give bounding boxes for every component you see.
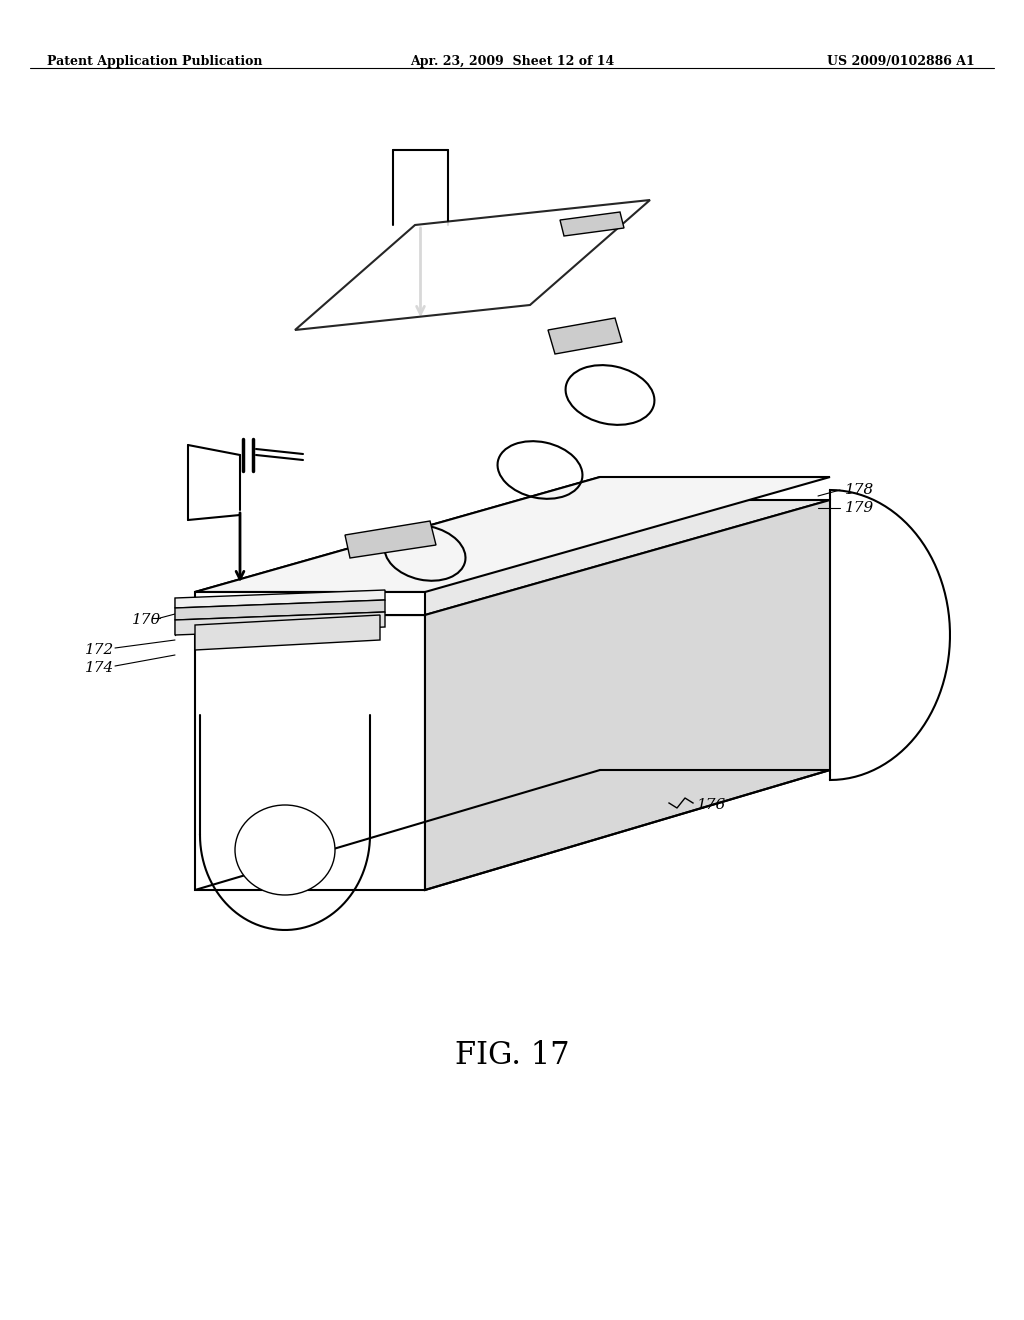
Polygon shape [195, 615, 425, 890]
Text: Patent Application Publication: Patent Application Publication [47, 55, 262, 69]
Polygon shape [195, 477, 830, 591]
Polygon shape [425, 500, 830, 890]
Polygon shape [195, 591, 425, 615]
Polygon shape [195, 500, 830, 615]
Polygon shape [175, 612, 385, 635]
Text: US 2009/0102886 A1: US 2009/0102886 A1 [827, 55, 975, 69]
Text: 174: 174 [85, 661, 115, 675]
Polygon shape [345, 521, 436, 558]
Text: 179: 179 [845, 502, 874, 515]
Text: Apr. 23, 2009  Sheet 12 of 14: Apr. 23, 2009 Sheet 12 of 14 [410, 55, 614, 69]
Text: 170: 170 [132, 612, 161, 627]
Text: 178: 178 [845, 483, 874, 498]
Text: FIG. 17: FIG. 17 [455, 1040, 569, 1071]
Polygon shape [560, 213, 624, 236]
Polygon shape [295, 201, 650, 330]
Ellipse shape [234, 805, 335, 895]
Polygon shape [195, 615, 380, 649]
Polygon shape [175, 590, 385, 609]
Text: 172: 172 [85, 643, 115, 657]
Polygon shape [548, 318, 622, 354]
Text: 176: 176 [697, 799, 726, 812]
Polygon shape [175, 601, 385, 620]
